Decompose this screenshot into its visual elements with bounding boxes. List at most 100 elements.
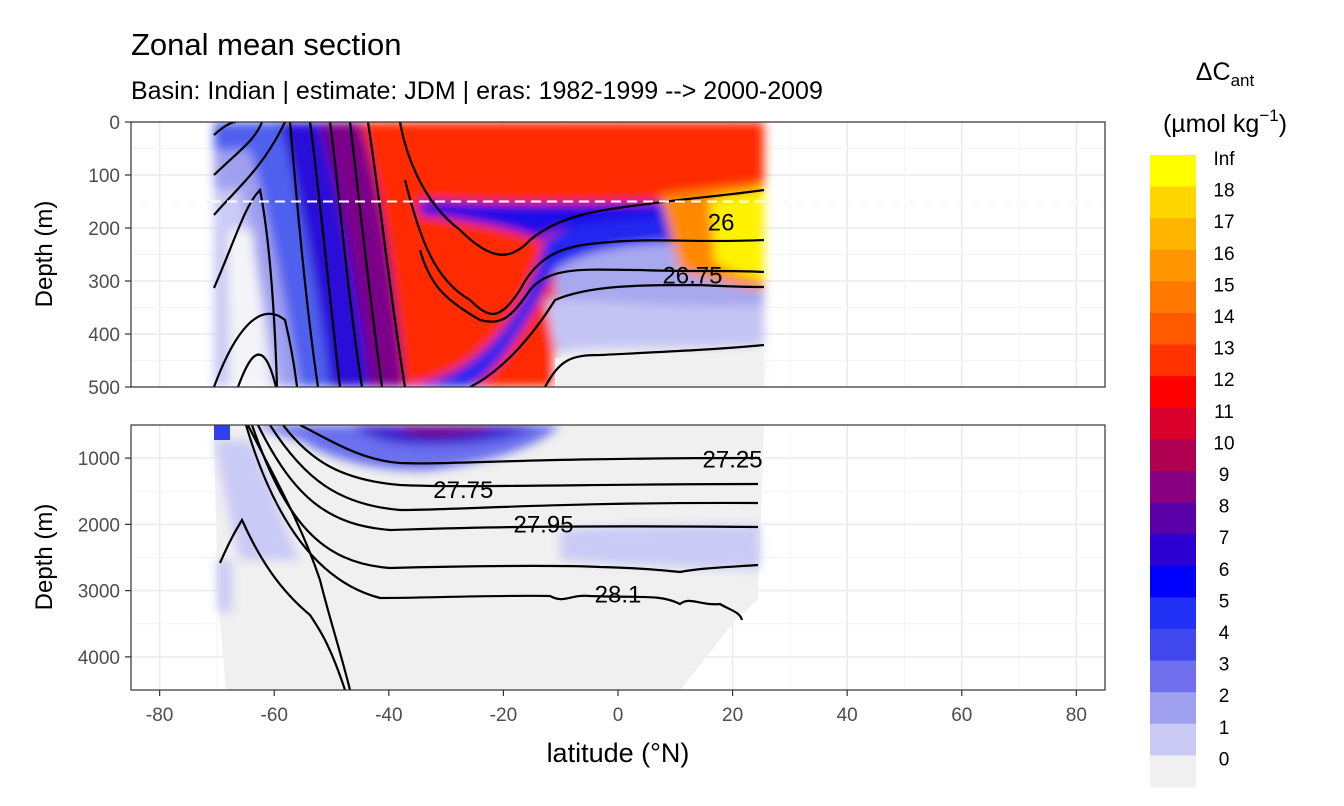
contour-line — [218, 517, 347, 690]
legend-swatch — [1150, 281, 1196, 314]
legend-title-subscript: ant — [1231, 71, 1255, 90]
contour-line — [212, 312, 299, 387]
x-tick-label: 80 — [1066, 705, 1087, 726]
contour-label: 28.1 — [595, 582, 642, 609]
contour-line — [308, 122, 342, 387]
legend-label: 4 — [1219, 623, 1230, 644]
contour-line — [282, 425, 759, 488]
field-mode-water-purple — [395, 425, 500, 438]
upper-panel: 0 100 200 300 400 500 — [88, 113, 1106, 399]
contour-line — [348, 122, 384, 387]
x-axis-title: latitude (°N) — [547, 738, 690, 768]
legend-swatch — [1150, 186, 1196, 219]
legend-label: 12 — [1213, 370, 1234, 391]
legend-label: 17 — [1213, 212, 1234, 233]
contour-line — [269, 425, 759, 512]
legend-swatch — [1150, 471, 1196, 504]
legend-label: 14 — [1213, 307, 1235, 328]
legend-swatch — [1150, 502, 1196, 535]
legend-unit: (µmol kg−1) — [1163, 106, 1287, 138]
legend-swatch — [1150, 218, 1196, 251]
legend-label: 13 — [1213, 339, 1234, 360]
y-tick-label: 3000 — [78, 582, 120, 603]
x-tick-label: -20 — [490, 705, 517, 726]
lower-panel: 1000 2000 3000 4000 — [78, 424, 1106, 691]
legend-swatch — [1150, 629, 1196, 662]
color-legend: ΔCant (µmol kg−1) Inf1817161514131211109… — [1150, 58, 1287, 788]
legend-swatches — [1150, 155, 1196, 788]
contour-labels: 26 26.75 27.25 27.75 27.95 28.1 — [433, 210, 762, 609]
x-tick-label: 20 — [722, 705, 743, 726]
contour-line — [236, 353, 278, 387]
field-deep-lightblue-right — [560, 525, 760, 570]
legend-label: 2 — [1219, 686, 1230, 707]
upper-panel-field — [131, 122, 1105, 387]
x-tick-label: -80 — [146, 705, 173, 726]
y-tick-label: 4000 — [78, 648, 120, 669]
legend-label: 7 — [1219, 528, 1230, 549]
y-tick-label: 400 — [88, 325, 120, 346]
legend-swatch — [1150, 155, 1196, 188]
y-tick-label: 2000 — [78, 515, 120, 536]
contour-label: 26 — [708, 210, 735, 237]
contour-line — [418, 249, 765, 323]
x-tick-label: -40 — [375, 705, 402, 726]
x-axis: -80 -60 -40 -20 0 20 40 60 80 — [146, 690, 1087, 726]
legend-swatch — [1150, 249, 1196, 282]
field-southern-white — [228, 230, 270, 387]
legend-unit-superscript: −1 — [1259, 106, 1278, 125]
legend-unit-close: ) — [1279, 110, 1287, 138]
upper-panel-border — [130, 121, 1106, 388]
contour-line — [212, 187, 279, 387]
y-axis-title-upper: Depth (m) — [31, 201, 58, 308]
legend-swatch — [1150, 692, 1196, 725]
field-deep-lightblue-south2 — [216, 560, 232, 612]
x-tick-label: -60 — [261, 705, 288, 726]
contour-label: 26.75 — [662, 263, 722, 290]
legend-title-main: ΔC — [1196, 58, 1231, 86]
contour-line — [250, 425, 759, 574]
contour-line — [469, 283, 765, 387]
x-tick-label: 0 — [613, 705, 624, 726]
legend-label: 6 — [1219, 560, 1230, 581]
legend-label: 8 — [1219, 497, 1230, 518]
upper-y-axis: 0 100 200 300 400 500 — [88, 113, 131, 399]
chart-subtitle: Basin: Indian | estimate: JDM | eras: 19… — [131, 77, 823, 105]
legend-swatch — [1150, 660, 1196, 693]
y-tick-label: 300 — [88, 272, 120, 293]
legend-title: ΔCant — [1196, 58, 1255, 90]
contour-line — [244, 425, 744, 621]
contour-label: 27.95 — [513, 511, 573, 538]
lower-contours — [218, 425, 761, 690]
y-tick-label: 1000 — [78, 449, 120, 470]
field-zero-box — [555, 352, 764, 387]
legend-label: 18 — [1213, 181, 1234, 202]
contour-line — [544, 343, 765, 387]
legend-label: 3 — [1219, 655, 1230, 676]
legend-label: 5 — [1219, 591, 1230, 612]
contour-line — [257, 425, 759, 532]
legend-label: 11 — [1214, 402, 1234, 423]
legend-swatch — [1150, 313, 1196, 346]
legend-label: 0 — [1219, 749, 1230, 770]
legend-label: Inf — [1213, 149, 1235, 170]
chart-title: Zonal mean section — [131, 27, 402, 62]
legend-label: 1 — [1219, 718, 1230, 739]
legend-swatch — [1150, 565, 1196, 598]
contour-line — [213, 122, 264, 176]
x-tick-label: 60 — [951, 705, 972, 726]
legend-swatch — [1150, 723, 1196, 756]
field-deep-grey — [214, 425, 764, 690]
y-axis-title-lower: Depth (m) — [31, 504, 58, 611]
contour-line — [213, 122, 286, 216]
legend-swatch — [1150, 534, 1196, 567]
lower-panel-field — [214, 425, 764, 690]
contour-label: 27.25 — [703, 446, 763, 473]
x-tick-label: 40 — [837, 705, 858, 726]
y-tick-label: 100 — [88, 166, 120, 187]
legend-label: 9 — [1219, 465, 1230, 486]
contour-label: 27.75 — [433, 477, 493, 504]
legend-swatch — [1150, 344, 1196, 377]
contour-line — [288, 122, 320, 387]
y-tick-label: 200 — [88, 219, 120, 240]
